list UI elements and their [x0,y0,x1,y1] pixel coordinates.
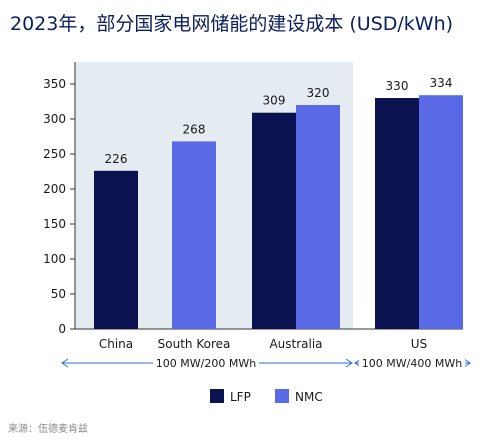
group-bracket-1-label: 100 MW/200 MWh [156,357,256,370]
data-label: 320 [307,86,330,100]
bar-nmc-australia [296,105,340,329]
y-tick-label: 200 [43,182,66,196]
group-bracket-1-left-arrowhead [61,358,69,368]
y-tick-label: 50 [51,287,66,301]
legend-swatch-nmc [275,389,289,403]
bar-nmc-south-korea [172,141,216,329]
y-tick-label: 350 [43,77,66,91]
y-tick-label: 150 [43,217,66,231]
x-category-label: South Korea [158,337,231,351]
group-bracket-1-right-arrowhead [345,358,353,368]
data-label: 309 [263,94,286,108]
legend-label-nmc: NMC [295,390,323,404]
group-bracket-2-right-arrowhead [463,358,471,368]
group-bracket-2-label-background [359,355,465,371]
bar-nmc-us [419,95,463,329]
x-category-label: Australia [269,337,322,351]
data-label: 330 [386,79,409,93]
bar-lfp-china [94,170,138,329]
x-category-label: US [411,337,427,351]
y-tick-label: 250 [43,147,66,161]
data-label: 268 [183,122,206,136]
bar-lfp-us [375,98,419,329]
data-label: 226 [105,152,128,166]
y-tick-label: 100 [43,252,66,266]
group-bracket-2-label: 100 MW/400 MWh [362,357,462,370]
group-bracket-1-label-background [153,355,259,371]
bar-lfp-australia [252,112,296,329]
source-note: 来源：伍德麦肯兹 [8,424,88,435]
legend-label-lfp: LFP [230,390,251,404]
data-label: 334 [430,76,453,90]
y-tick-label: 0 [58,322,66,336]
legend-swatch-lfp [210,389,224,403]
x-category-label: China [99,337,133,351]
chart-title: 2023年，部分国家电网储能的建设成本 (USD/kWh) [10,13,454,35]
y-tick-label: 300 [43,112,66,126]
